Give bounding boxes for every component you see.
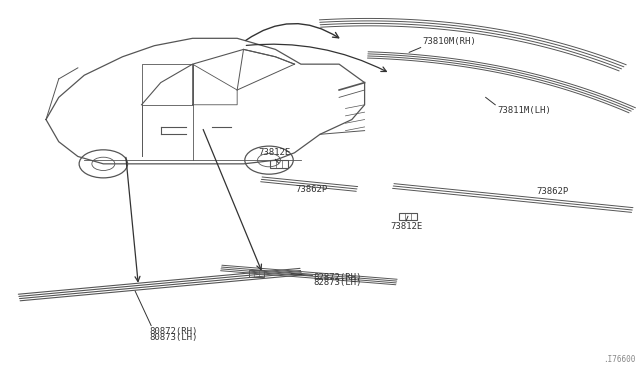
Text: .I76600: .I76600 xyxy=(603,355,636,364)
Text: 73812E: 73812E xyxy=(258,148,291,157)
Text: 80873(LH): 80873(LH) xyxy=(149,333,198,341)
Bar xyxy=(399,212,417,220)
Bar xyxy=(248,270,264,277)
Bar xyxy=(269,160,287,167)
Text: 73862P: 73862P xyxy=(296,185,328,194)
Text: 80872(RH): 80872(RH) xyxy=(149,327,198,336)
Text: 73812E: 73812E xyxy=(390,222,422,231)
Text: 73811M(LH): 73811M(LH) xyxy=(497,106,551,115)
Text: 73862P: 73862P xyxy=(537,187,569,196)
Text: 73810M(RH): 73810M(RH) xyxy=(422,38,476,46)
Text: 82872(RH): 82872(RH) xyxy=(314,273,362,282)
Text: 82873(LH): 82873(LH) xyxy=(314,278,362,286)
